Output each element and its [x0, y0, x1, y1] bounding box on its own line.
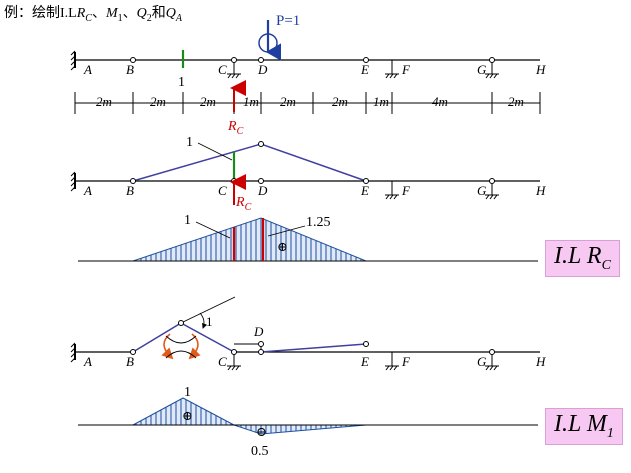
il-rc-area: [132, 217, 367, 262]
tag-il-m1: I.L M1: [545, 408, 623, 445]
hinge-b-icon: [130, 57, 136, 63]
load-label: P=1: [276, 13, 300, 29]
il-m1-diagram: 1 ⊕ ⊖ 0.5: [78, 385, 538, 459]
hinge-g-icon: [489, 57, 495, 63]
label-b-2: B: [126, 183, 134, 198]
dim-b1: 2m: [150, 94, 166, 109]
label-d-4: D: [253, 324, 264, 339]
structure-row: 1 A B C D E F G H P=1: [70, 13, 546, 90]
displacement-row: RC 1 A B C D E F G H: [70, 135, 546, 213]
mechanism-row: 1 A B C D E F G H: [70, 296, 546, 371]
roller-support-g2-icon: [485, 183, 499, 200]
label-a: A: [83, 62, 92, 77]
il-rc-label-1: 1: [184, 213, 191, 228]
label-a-2: A: [83, 183, 92, 198]
dim-d-mid: 2m: [280, 94, 296, 109]
label-f-2: F: [401, 183, 411, 198]
roller-support-f4-icon: [385, 352, 399, 371]
mechanism-shape: [132, 322, 235, 353]
dim-mid-e: 2m: [332, 94, 348, 109]
hinge-e-icon: [363, 57, 369, 63]
hinge-d-icon: [258, 57, 264, 63]
label-c: C: [218, 62, 227, 77]
dim-fg: 4m: [432, 94, 448, 109]
label-d-2: D: [257, 183, 268, 198]
dim-gh: 2m: [508, 94, 524, 109]
label-g-2: G: [477, 183, 487, 198]
roller-support-c-icon: [227, 62, 241, 79]
label-e-4: E: [360, 354, 369, 369]
label-e: E: [360, 62, 369, 77]
unit-label-1: 1: [186, 135, 193, 150]
hinge-c-icon: [231, 57, 237, 63]
fixed-support-icon: [70, 50, 76, 71]
roller-support-f-icon: [385, 60, 399, 79]
label-g-4: G: [477, 354, 487, 369]
il-m1-negative-area: [233, 424, 367, 435]
label-c-4: C: [218, 354, 227, 369]
unit-load: P=1: [258, 13, 300, 61]
leader-line-1: [197, 142, 233, 161]
roller-support-c4-icon: [227, 354, 241, 371]
il-m1-label-05: 0.5: [251, 444, 269, 459]
fixed-support-4-icon: [70, 342, 76, 363]
angle-arc: [199, 312, 208, 329]
il-m1-sign-pos: ⊕: [182, 408, 193, 423]
il-rc-sign: ⊕: [277, 239, 288, 254]
label-h: H: [535, 62, 546, 77]
hinge-1-icon: [178, 320, 184, 326]
il-rc-leader-1: [195, 221, 231, 239]
dim-1c: 2m: [200, 94, 216, 109]
roller-support-g4-icon: [485, 354, 499, 371]
page-title: 例：绘制I.LRC、M1、Q2和QA: [4, 6, 182, 24]
roller-support-f2-icon: [385, 181, 399, 200]
dim-cd: 1m: [243, 94, 259, 109]
mechanism-shape-2: [260, 343, 367, 353]
tag-il-rc: I.L RC: [545, 240, 620, 277]
il-m1-sign-neg: ⊖: [256, 424, 267, 439]
tangent-line: [180, 296, 236, 324]
dimension-row: 2m 2m 2m 1m 2m 2m 1m 4m 2m RC: [74, 80, 541, 137]
section-1-label: 1: [178, 75, 185, 90]
label-e-2: E: [360, 183, 369, 198]
reaction-rc-label-2: RC: [235, 195, 252, 213]
label-h-4: H: [535, 354, 546, 369]
il-rc-leader-125: [267, 225, 306, 237]
label-h-2: H: [535, 183, 546, 198]
label-f-4: F: [401, 354, 411, 369]
dim-ab: 2m: [96, 94, 112, 109]
label-c-2: C: [218, 183, 227, 198]
fixed-support-2-icon: [70, 171, 76, 192]
dim-ef: 1m: [373, 94, 389, 109]
displaced-shape: [132, 143, 367, 182]
il-rc-diagram: 1 1.25 ⊕: [78, 213, 538, 262]
label-g: G: [477, 62, 487, 77]
il-m1-label-1: 1: [184, 385, 191, 400]
label-b-4: B: [126, 354, 134, 369]
label-f: F: [401, 62, 411, 77]
angle-label: 1: [206, 314, 213, 329]
label-d: D: [257, 62, 268, 77]
il-rc-label-125: 1.25: [306, 215, 331, 230]
roller-support-g-icon: [485, 62, 499, 79]
reaction-rc-label: RC: [227, 119, 244, 137]
label-a-4: A: [83, 354, 92, 369]
label-b: B: [126, 62, 134, 77]
moment-pair-icon: [161, 333, 201, 360]
